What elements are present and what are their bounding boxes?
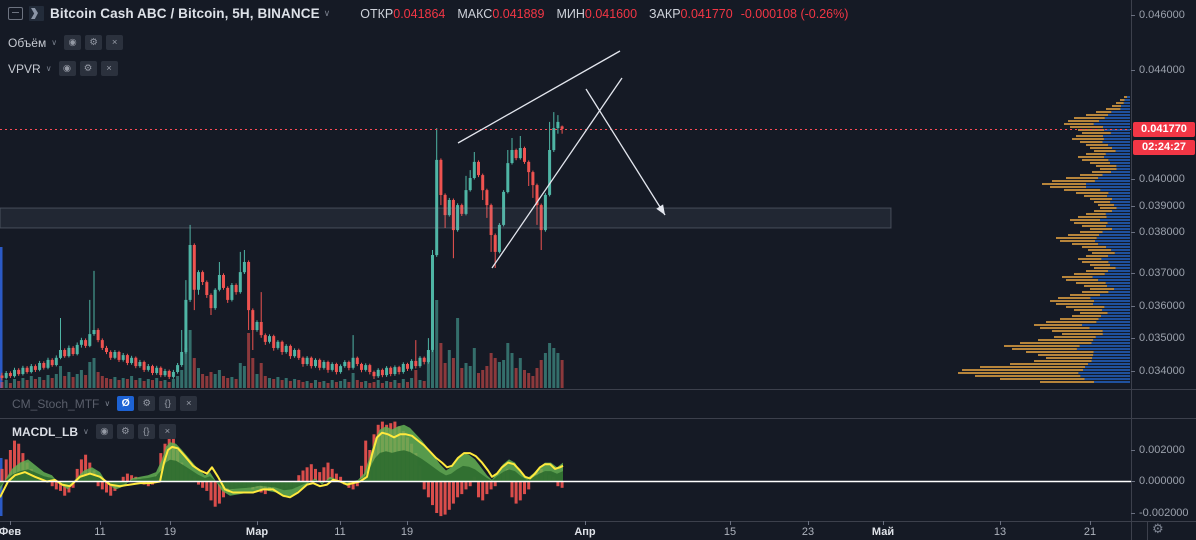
axis-settings-icon[interactable]: ⚙ [1152,521,1164,536]
time-axis-label: 21 [1083,526,1097,538]
close-icon[interactable]: × [180,396,198,411]
chevron-down-icon[interactable]: ∨ [45,64,52,73]
price-axis-label: 0.036000 [1139,300,1185,312]
gear-icon[interactable]: ⚙ [79,61,97,76]
braces-icon[interactable]: {} [159,396,177,411]
vpvr-indicator-row: VPVR ∨ ◉ ⚙ × [8,61,118,76]
close-icon[interactable]: × [158,424,176,439]
time-axis-label: 11 [94,526,106,538]
chart-header: Bitcoin Cash ABC / Bitcoin, 5H, BINANCE … [8,6,848,21]
price-axis-label: 0.046000 [1139,9,1185,21]
indicator-label[interactable]: VPVR [8,61,41,76]
close-icon[interactable]: × [100,61,118,76]
stoch-indicator-row: CM_Stoch_MTF ∨ Ø ⚙{} × [12,396,198,411]
eye-icon[interactable]: ◉ [64,35,82,50]
countdown-badge: 02:24:27 [1133,140,1195,155]
time-axis-label: 23 [801,526,815,538]
time-axis-label: 19 [163,526,177,538]
last-price-badge: 0.041770 [1133,122,1195,137]
eye-icon[interactable]: ◉ [95,424,113,439]
symbol-logo-icon [29,6,44,21]
time-axis-label: 19 [400,526,414,538]
chevron-down-icon[interactable]: ∨ [104,399,111,408]
manage-layout-icon[interactable] [8,7,23,20]
ohlc-values: ОТКР0.041864 МАКС0.041889 МИН0.041600 ЗАКР0… [360,7,732,21]
eye-icon[interactable]: ◉ [58,61,76,76]
gear-icon[interactable]: ⚙ [85,35,103,50]
change-value: -0.000108 (-0.26%) [740,6,849,21]
price-axis-label: 0.035000 [1139,332,1185,344]
chevron-down-icon[interactable]: ∨ [323,8,331,18]
eye-off-icon[interactable]: Ø [117,396,135,411]
price-axis-label: 0.039000 [1139,200,1185,212]
indicator-label[interactable]: Объём [8,35,47,50]
indicator-label[interactable]: CM_Stoch_MTF [12,396,100,411]
chevron-down-icon[interactable]: ∨ [83,427,89,436]
time-axis-label: 13 [993,526,1007,538]
ohlc-pair: ОТКР0.041864 [360,6,446,21]
time-axis-label: 15 [723,526,737,538]
indicator-label[interactable]: MACDL_LB [12,424,78,439]
price-axis-label: 0.002000 [1139,444,1185,456]
price-axis-label: 0.034000 [1139,365,1185,377]
time-axis-label: Май [871,526,895,538]
volume-indicator-row: Объём ∨ ◉ ⚙ × [8,35,124,50]
gear-icon[interactable]: ⚙ [116,424,134,439]
ohlc-pair: МИН0.041600 [556,6,638,21]
price-axis-label: 0.044000 [1139,64,1185,76]
time-axis-label: Апр [574,526,596,538]
price-axis-label: 0.037000 [1139,267,1185,279]
time-axis-label: Фев [0,526,22,538]
macd-indicator-row: MACDL_LB ∨ ◉ ⚙{} × [12,424,176,439]
ohlc-pair: МАКС0.041889 [457,6,545,21]
chevron-down-icon[interactable]: ∨ [51,38,58,47]
time-axis-label: Мар [245,526,269,538]
price-axis-label: -0.002000 [1139,507,1189,519]
braces-icon[interactable]: {} [137,424,155,439]
symbol-title[interactable]: Bitcoin Cash ABC / Bitcoin, 5H, BINANCE [50,6,320,21]
gear-icon[interactable]: ⚙ [138,396,156,411]
price-axis-label: 0.038000 [1139,226,1185,238]
ohlc-pair: ЗАКР0.041770 [649,6,733,21]
time-axis-label: 11 [334,526,346,538]
price-axis-label: 0.000000 [1139,475,1185,487]
price-axis-label: 0.040000 [1139,173,1185,185]
close-icon[interactable]: × [106,35,124,50]
